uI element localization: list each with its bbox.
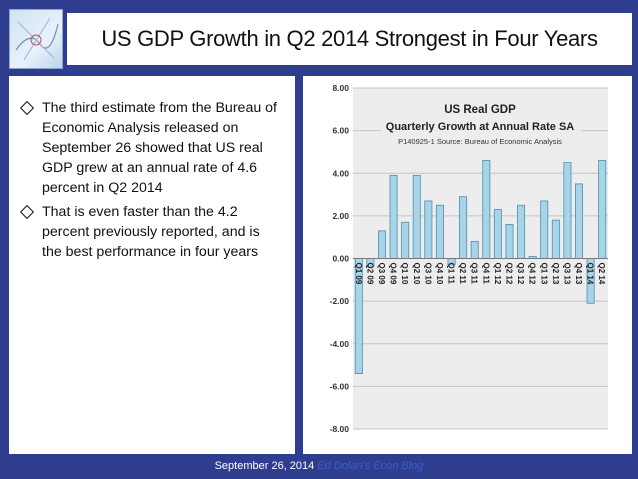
x-tick-label: Q3 11 [470, 263, 479, 285]
footer: September 26, 2014 Ed Dolan's Econ Blog [0, 460, 638, 472]
bar [517, 204, 526, 259]
x-tick-label: Q2 13 [551, 263, 560, 285]
bar [459, 196, 468, 259]
gdp-bar-chart: 8.00 6.00 4.00 2.00 0.00 -2.00 -4.00 -6.00 -8.00… [330, 83, 608, 434]
x-tick-label: Q2 11 [458, 263, 467, 285]
bullet-item: The third estimate from the Bureau of Ec… [18, 98, 280, 198]
bar [598, 160, 607, 259]
y-tick-label: 8.00 [332, 83, 349, 93]
bar [470, 241, 479, 259]
bars [354, 160, 607, 374]
chart-panel: 8.00 6.00 4.00 2.00 0.00 -2.00 -4.00 -6.00 -8.00… [303, 76, 632, 454]
x-tick-label: Q4 10 [435, 263, 444, 285]
x-tick-label: Q4 11 [481, 263, 490, 285]
bar [412, 174, 421, 259]
bar [435, 204, 444, 259]
bar [493, 209, 502, 259]
x-tick-label: Q2 10 [412, 263, 421, 285]
y-tick-label: -2.00 [330, 296, 350, 306]
bar [575, 183, 584, 259]
x-tick-label: Q1 14 [586, 263, 595, 285]
bar [505, 223, 514, 259]
x-tick-label: Q4 12 [528, 263, 537, 285]
chart-subtitle: Quarterly Growth at Annual Rate SA [386, 121, 575, 133]
x-tick-label: Q1 12 [493, 263, 502, 285]
y-tick-label: 6.00 [332, 126, 349, 136]
bar [389, 174, 398, 259]
bullet-text: That is even faster than the 4.2 percent… [42, 204, 260, 260]
bar [482, 160, 491, 259]
diamond-bullet-icon [19, 100, 35, 116]
bullet-item: That is even faster than the 4.2 percent… [18, 202, 280, 262]
x-tick-label: Q1 10 [400, 263, 409, 285]
text-panel [9, 76, 295, 454]
x-tick-label: Q1 09 [354, 263, 363, 285]
y-tick-label: -8.00 [330, 424, 350, 434]
y-tick-label: 0.00 [332, 254, 349, 264]
logo-sketch-icon [15, 17, 59, 61]
x-tick-label: Q1 13 [539, 263, 548, 285]
x-axis-labels: Q1 09 Q2 09 Q3 09 Q4 09 Q1 10 Q2 10 Q3 10 Q4 10… [354, 263, 606, 285]
x-tick-label: Q1 11 [447, 263, 456, 285]
y-tick-label: 2.00 [332, 211, 349, 221]
footer-date: September 26, 2014 [214, 460, 315, 472]
slide-title: US GDP Growth in Q2 2014 Strongest in Fo… [101, 26, 598, 51]
bar [424, 200, 433, 259]
x-tick-label: Q3 13 [562, 263, 571, 285]
chart-title-box [381, 98, 581, 152]
x-tick-label: Q4 13 [574, 263, 583, 285]
x-tick-label: Q3 10 [423, 263, 432, 285]
y-axis-ticks: 8.00 6.00 4.00 2.00 0.00 -2.00 -4.00 -6.00 -8.00 [330, 83, 350, 434]
x-tick-label: Q3 09 [377, 263, 386, 285]
x-tick-label: Q2 09 [365, 263, 374, 285]
y-tick-label: 4.00 [332, 168, 349, 178]
y-tick-label: -6.00 [330, 381, 350, 391]
chart-source-note: P140925-1 Source: Bureau of Economic Ana… [398, 137, 562, 146]
x-tick-label: Q2 12 [504, 263, 513, 285]
x-tick-label: Q2 14 [597, 263, 606, 285]
bar [540, 200, 549, 259]
bar [563, 162, 572, 259]
x-tick-label: Q3 12 [516, 263, 525, 285]
chart-title: US Real GDP [444, 104, 516, 116]
bar [551, 219, 560, 259]
y-tick-label: -4.00 [330, 339, 350, 349]
bar [377, 230, 386, 259]
bullet-list: The third estimate from the Bureau of Ec… [18, 98, 280, 266]
bar [401, 221, 410, 259]
bullet-text: The third estimate from the Bureau of Ec… [42, 100, 277, 196]
title-bar: US GDP Growth in Q2 2014 Strongest in Fo… [67, 13, 632, 65]
footer-blog-name: Ed Dolan's Econ Blog [317, 460, 424, 472]
diamond-bullet-icon [19, 204, 35, 220]
x-tick-label: Q4 09 [389, 263, 398, 285]
blog-logo-icon [9, 9, 63, 69]
